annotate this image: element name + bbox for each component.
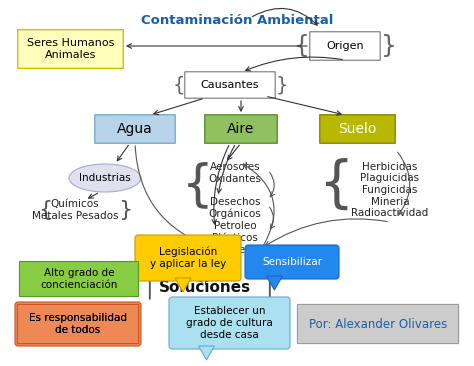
FancyBboxPatch shape: [18, 30, 123, 68]
Text: {: {: [38, 200, 52, 220]
Text: Suelo: Suelo: [338, 122, 377, 136]
FancyBboxPatch shape: [15, 302, 141, 346]
FancyBboxPatch shape: [135, 235, 241, 281]
Text: }: }: [118, 200, 132, 220]
FancyBboxPatch shape: [310, 32, 380, 60]
Text: Agua: Agua: [117, 122, 153, 136]
Text: Legislación
y aplicar la ley: Legislación y aplicar la ley: [150, 247, 226, 269]
FancyBboxPatch shape: [297, 305, 458, 344]
Text: Por: Alexander Olivares: Por: Alexander Olivares: [309, 317, 447, 330]
Text: Herbicidas
Plaguicidas
Fungicidas
Mineria
Radioactividad: Herbicidas Plaguicidas Fungicidas Mineri…: [351, 162, 428, 218]
Text: Químicos
Metales Pesados: Químicos Metales Pesados: [32, 199, 118, 221]
Ellipse shape: [69, 164, 141, 192]
Text: }: }: [381, 34, 397, 58]
Text: |: |: [145, 277, 153, 299]
Text: Contaminación Ambiental: Contaminación Ambiental: [141, 14, 333, 27]
FancyBboxPatch shape: [19, 261, 138, 296]
Text: Origen: Origen: [326, 41, 364, 51]
FancyBboxPatch shape: [245, 245, 339, 279]
Text: Establecer un
grado de cultura
desde casa: Establecer un grado de cultura desde cas…: [186, 306, 273, 340]
Text: Alto grado de
concienciación: Alto grado de concienciación: [40, 268, 118, 290]
FancyBboxPatch shape: [18, 305, 138, 344]
FancyBboxPatch shape: [320, 115, 395, 143]
Text: }: }: [276, 75, 289, 94]
FancyBboxPatch shape: [185, 72, 275, 98]
Text: Petroleo
Plásticos
Detergentes: Petroleo Plásticos Detergentes: [202, 221, 267, 255]
FancyBboxPatch shape: [169, 297, 290, 349]
Text: {: {: [294, 34, 310, 58]
Text: {: {: [182, 161, 214, 209]
Polygon shape: [175, 278, 191, 292]
Text: Desechos
Orgánicos: Desechos Orgánicos: [209, 197, 261, 219]
Text: Es responsabilidad
de todos: Es responsabilidad de todos: [29, 313, 127, 335]
Text: Aerosoles
Oxidantes: Aerosoles Oxidantes: [209, 162, 262, 184]
Text: |: |: [265, 277, 273, 299]
Polygon shape: [199, 346, 215, 360]
FancyBboxPatch shape: [95, 115, 175, 143]
Text: Seres Humanos
Animales: Seres Humanos Animales: [27, 38, 114, 60]
Text: {: {: [318, 158, 354, 212]
Text: Industrias: Industrias: [79, 173, 131, 183]
FancyBboxPatch shape: [205, 115, 277, 143]
Polygon shape: [266, 276, 283, 290]
Text: Soluciones: Soluciones: [159, 280, 251, 295]
Text: Causantes: Causantes: [201, 80, 259, 90]
Text: Aire: Aire: [228, 122, 255, 136]
Text: Sensibilizar: Sensibilizar: [262, 257, 322, 267]
Text: Es responsabilidad
de todos: Es responsabilidad de todos: [29, 313, 127, 335]
Text: {: {: [173, 75, 185, 94]
